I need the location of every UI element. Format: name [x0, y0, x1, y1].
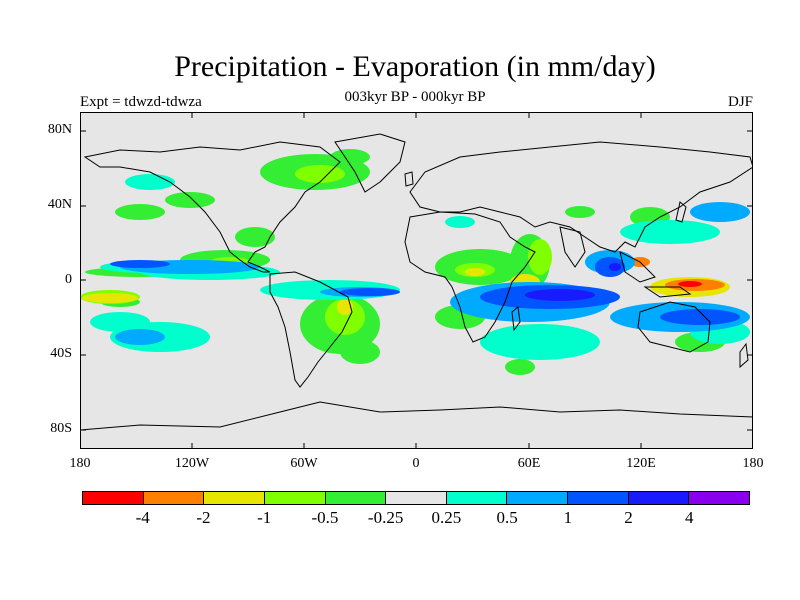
world-map [80, 112, 753, 449]
map-title: Precipitation - Evaporation (in mm/day) [174, 50, 656, 83]
lon-label-60w: 60W [290, 456, 318, 471]
colorbar-label: 4 [685, 508, 694, 527]
axis-ticks [80, 112, 753, 449]
colorbar-label: -1 [257, 508, 272, 527]
colorbar-label: -0.25 [367, 508, 404, 527]
colorbar-label: -0.5 [311, 508, 339, 527]
lat-label-80n: 80N [47, 122, 72, 137]
colorbar-swatch [264, 492, 326, 504]
lat-label-0: 0 [65, 272, 72, 287]
lat-label-80s: 80S [50, 421, 72, 436]
colorbar-swatch [507, 492, 569, 504]
map-subtitle: 003kyr BP - 000kyr BP [344, 89, 486, 105]
colorbar-swatch [628, 492, 690, 504]
lon-label-120e: 120E [626, 456, 656, 471]
colorbar-label: 2 [624, 508, 633, 527]
colorbar-label: -2 [196, 508, 211, 527]
lat-label-40n: 40N [47, 197, 72, 212]
colorbar-swatch [446, 492, 508, 504]
colorbar-swatch [83, 492, 144, 504]
colorbar-swatch [143, 492, 205, 504]
colorbar-label: -4 [135, 508, 150, 527]
colorbar-swatch [386, 492, 447, 504]
anomaly-fields [80, 149, 750, 375]
colorbar-swatch [689, 492, 750, 504]
map-svg [80, 112, 753, 449]
colorbar-label: 0.5 [496, 508, 518, 527]
colorbar-label: 0.25 [431, 508, 462, 527]
map-background [80, 112, 753, 449]
lon-label-120w: 120W [174, 456, 210, 471]
lon-label-60e: 60E [517, 456, 541, 471]
colorbar-swatch [204, 492, 265, 504]
lon-label-180e: 180 [742, 456, 764, 471]
season-label: DJF [727, 94, 753, 110]
colorbar-swatch [568, 492, 629, 504]
experiment-label: Expt = tdwzd-tdwza [80, 94, 202, 110]
lon-label-0: 0 [412, 456, 420, 471]
coastlines [80, 133, 753, 431]
lon-label-180w: 180 [69, 456, 91, 471]
colorbar [82, 491, 750, 505]
lat-label-40s: 40S [50, 346, 72, 361]
colorbar-label: 1 [563, 508, 573, 527]
colorbar-swatch [325, 492, 387, 504]
